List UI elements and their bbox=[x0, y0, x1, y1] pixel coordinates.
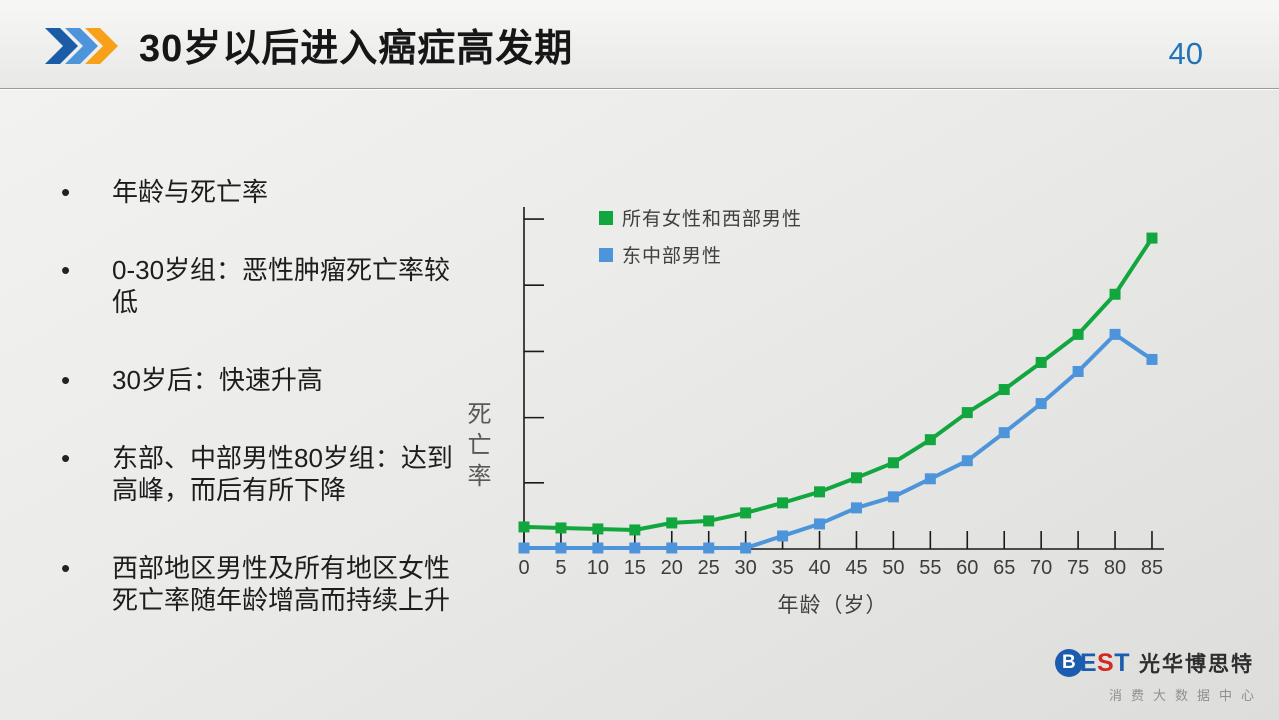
logo-letter: T bbox=[1114, 648, 1130, 677]
bullet-text: 30岁后：快速升高 bbox=[112, 365, 323, 395]
slide-header: 30岁以后进入癌症高发期 40 bbox=[0, 0, 1279, 89]
svg-text:40: 40 bbox=[808, 557, 830, 579]
legend-label: 东中部男性 bbox=[622, 246, 723, 267]
bullet-text: 年龄与死亡率 bbox=[112, 177, 269, 207]
svg-text:15: 15 bbox=[624, 557, 646, 579]
logo-letter: S bbox=[1097, 648, 1115, 677]
slide-title: 30岁以后进入癌症高发期 bbox=[139, 27, 574, 70]
svg-text:55: 55 bbox=[919, 557, 941, 579]
logo-letter: E bbox=[1079, 648, 1098, 677]
brand-footer: B EST 光华博思特 消费大数据中心 bbox=[1054, 648, 1254, 704]
legend-swatch-blue bbox=[599, 247, 613, 262]
svg-text:20: 20 bbox=[661, 557, 683, 579]
best-logo: B EST 光华博思特 bbox=[1054, 648, 1254, 678]
mortality-by-age-chart: 0 5 10 15 20 25 30 35 40 45 50 55 60 65 70 75 80 85 所有女性和… bbox=[450, 190, 1190, 640]
x-axis-label: 年龄（岁） bbox=[777, 594, 888, 617]
svg-text:5: 5 bbox=[555, 557, 566, 579]
legend-entry: 所有女性和西部男性 bbox=[599, 204, 802, 231]
svg-text:30: 30 bbox=[735, 557, 757, 579]
brand-name: 光华博思特 bbox=[1139, 653, 1254, 676]
svg-text:0: 0 bbox=[518, 557, 529, 579]
svg-text:60: 60 bbox=[956, 557, 978, 579]
svg-text:35: 35 bbox=[771, 557, 793, 579]
svg-text:25: 25 bbox=[698, 557, 720, 579]
bullet-item: 30岁后：快速升高 bbox=[55, 364, 457, 396]
bullet-item: 西部地区男性及所有地区女性死亡率随年龄增高而持续上升 bbox=[55, 552, 457, 616]
best-logo-est: EST bbox=[1080, 649, 1130, 678]
brand-subtitle: 消费大数据中心 bbox=[1108, 688, 1263, 703]
chart-legend: 所有女性和西部男性 东中部男性 bbox=[599, 204, 802, 278]
y-axis-label: 死亡率 bbox=[463, 401, 490, 494]
svg-text:10: 10 bbox=[587, 557, 609, 579]
legend-swatch-green bbox=[599, 210, 613, 225]
svg-text:85: 85 bbox=[1141, 557, 1163, 579]
bullet-list: 年龄与死亡率 0-30岁组：恶性肿瘤死亡率较低 30岁后：快速升高 东部、中部男… bbox=[55, 176, 460, 662]
triple-chevron-icon bbox=[45, 28, 118, 64]
bullet-item: 年龄与死亡率 bbox=[55, 176, 457, 208]
page-number: 40 bbox=[1168, 36, 1203, 71]
bullet-text: 东部、中部男性80岁组：达到高峰，而后有所下降 bbox=[112, 443, 453, 505]
svg-text:70: 70 bbox=[1030, 557, 1052, 579]
best-logo-b-icon: B bbox=[1054, 649, 1083, 677]
svg-text:45: 45 bbox=[845, 557, 867, 579]
legend-label: 所有女性和西部男性 bbox=[622, 209, 803, 230]
bullet-text: 0-30岁组：恶性肿瘤死亡率较低 bbox=[112, 255, 451, 317]
svg-text:50: 50 bbox=[882, 557, 904, 579]
legend-entry: 东中部男性 bbox=[599, 241, 802, 268]
bullet-text: 西部地区男性及所有地区女性死亡率随年龄增高而持续上升 bbox=[112, 553, 451, 615]
chart-plot-area: 0 5 10 15 20 25 30 35 40 45 50 55 60 65 70 75 80 85 bbox=[518, 207, 1164, 579]
bullet-item: 0-30岁组：恶性肿瘤死亡率较低 bbox=[55, 254, 457, 318]
svg-text:75: 75 bbox=[1067, 557, 1089, 579]
bullet-item: 东部、中部男性80岁组：达到高峰，而后有所下降 bbox=[55, 442, 457, 506]
svg-text:65: 65 bbox=[993, 557, 1015, 579]
svg-text:80: 80 bbox=[1104, 557, 1126, 579]
